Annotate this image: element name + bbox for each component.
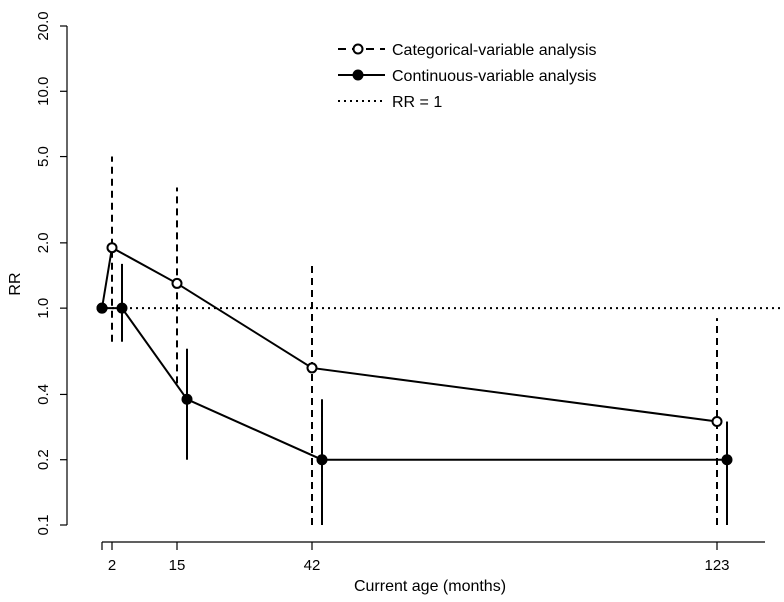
y-tick-label: 2.0 (35, 232, 52, 253)
legend-marker-open-circle (352, 43, 364, 55)
x-ticks: 2 15 42 123 (101, 542, 730, 574)
point-continuous (116, 302, 128, 314)
x-tick-label: 42 (304, 557, 321, 574)
point-categorical (711, 416, 723, 428)
legend-marker-filled-circle (352, 69, 364, 81)
y-tick-label: 0.2 (35, 449, 52, 470)
point-continuous (181, 393, 193, 405)
series-line-continuous (102, 307, 727, 461)
x-tick-label: 15 (169, 557, 186, 574)
ci-bars-layer (111, 156, 728, 525)
y-tick-label: 5.0 (35, 146, 52, 167)
legend-label-categorical: Categorical-variable analysis (392, 42, 597, 59)
legend: Categorical-variable analysis Continuous… (338, 42, 597, 111)
y-axis-title: RR (7, 272, 24, 295)
y-ticks: 0.1 0.2 0.4 1.0 2.0 5.0 10.0 20.0 (35, 11, 67, 535)
markers-layer (96, 242, 733, 466)
point-categorical (171, 277, 183, 289)
x-tick-label: 2 (108, 557, 116, 574)
plot-area (96, 156, 784, 525)
x-axis-title: Current age (months) (354, 578, 506, 595)
y-tick-label: 20.0 (35, 11, 52, 40)
y-tick-label: 10.0 (35, 77, 52, 106)
legend-item-continuous: Continuous-variable analysis (338, 68, 597, 85)
y-axis: 0.1 0.2 0.4 1.0 2.0 5.0 10.0 20.0 RR (7, 11, 68, 535)
y-tick-label: 0.4 (35, 384, 52, 405)
y-tick-label: 0.1 (35, 515, 52, 536)
legend-label-reference: RR = 1 (392, 94, 442, 111)
point-continuous (721, 454, 733, 466)
legend-item-reference: RR = 1 (338, 94, 442, 111)
x-tick-label: 123 (704, 557, 729, 574)
y-tick-label: 1.0 (35, 298, 52, 319)
x-axis: 2 15 42 123 Current age (months) (101, 541, 765, 595)
point-categorical (106, 242, 118, 254)
series-lines-layer (101, 246, 727, 461)
point-continuous (96, 302, 108, 314)
legend-item-categorical: Categorical-variable analysis (338, 42, 597, 59)
series-line-categorical (101, 246, 718, 423)
point-categorical (306, 362, 318, 374)
point-continuous (316, 454, 328, 466)
legend-label-continuous: Continuous-variable analysis (392, 68, 597, 85)
